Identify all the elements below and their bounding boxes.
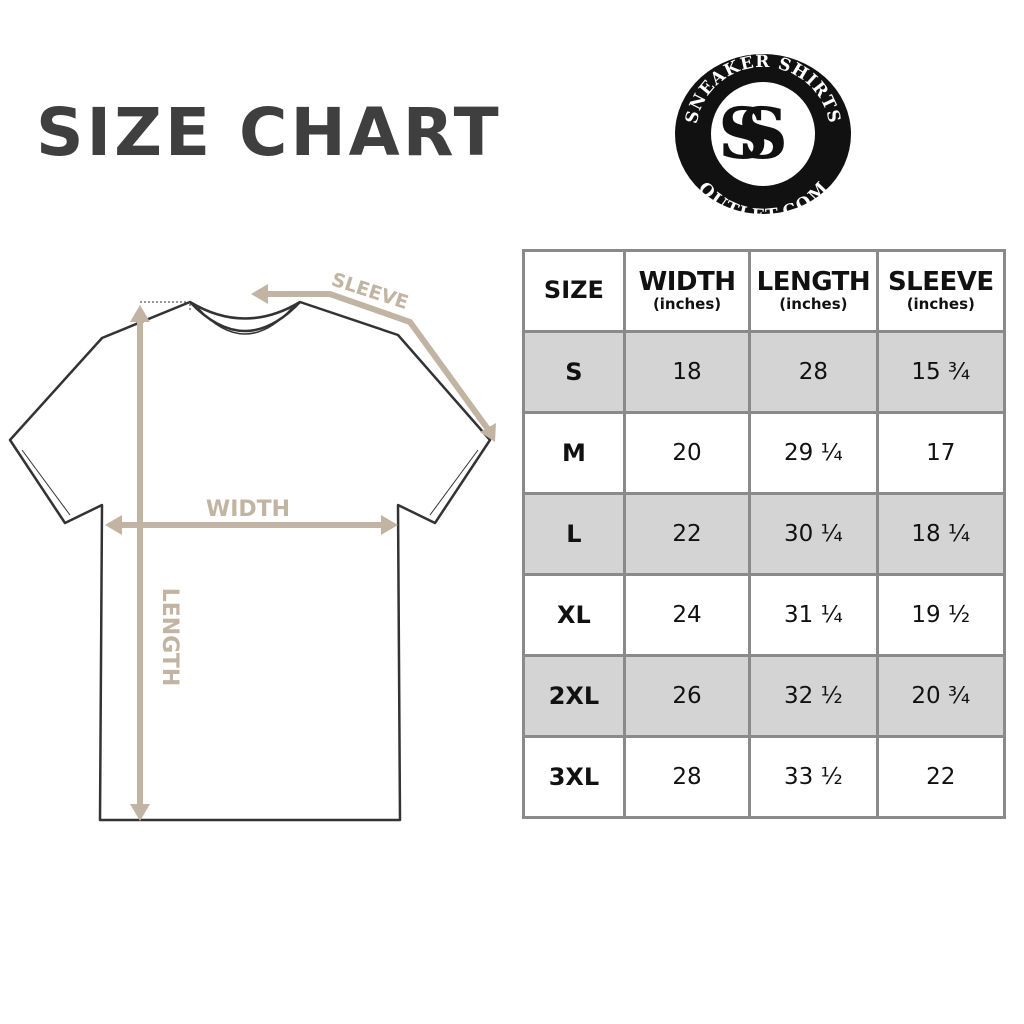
table-row: 3XL 28 33 ½ 22 xyxy=(522,735,1007,819)
measure-arrows xyxy=(105,284,496,821)
length-cell: 33 ½ xyxy=(748,735,879,819)
length-cell: 29 ¼ xyxy=(748,411,879,495)
page-title: SIZE CHART xyxy=(36,94,502,171)
width-cell: 26 xyxy=(622,654,752,738)
brand-logo: SNEAKER SHIRTS OUTLET.COM SS xyxy=(675,52,851,217)
width-cell: 22 xyxy=(622,492,752,576)
length-label: LENGTH xyxy=(157,588,182,687)
sleeve-cell: 18 ¼ xyxy=(875,492,1007,576)
size-cell: L xyxy=(522,492,626,576)
header-width: WIDTH (inches) xyxy=(622,249,752,333)
length-cell: 30 ¼ xyxy=(748,492,879,576)
table-row: XL 24 31 ¼ 19 ½ xyxy=(522,573,1007,657)
length-cell: 28 xyxy=(748,330,879,414)
sleeve-cell: 20 ¾ xyxy=(875,654,1007,738)
width-cell: 18 xyxy=(622,330,752,414)
sleeve-cell: 22 xyxy=(875,735,1007,819)
table-header-row: SIZE WIDTH (inches) LENGTH (inches) SLEEVE… xyxy=(522,249,1007,333)
header-length: LENGTH (inches) xyxy=(748,249,879,333)
table-row: 2XL 26 32 ½ 20 ¾ xyxy=(522,654,1007,738)
header-sleeve: SLEEVE (inches) xyxy=(875,249,1007,333)
header-size: SIZE xyxy=(522,249,626,333)
table-row: M 20 29 ¼ 17 xyxy=(522,411,1007,495)
table-row: L 22 30 ¼ 18 ¼ xyxy=(522,492,1007,576)
size-cell: 3XL xyxy=(522,735,626,819)
sleeve-cell: 15 ¾ xyxy=(875,330,1007,414)
tshirt-diagram: WIDTH LENGTH SLEEVE xyxy=(8,270,496,822)
size-cell: S xyxy=(522,330,626,414)
sleeve-cell: 19 ½ xyxy=(875,573,1007,657)
width-cell: 28 xyxy=(622,735,752,819)
table-row: S 18 28 15 ¾ xyxy=(522,330,1007,414)
size-cell: 2XL xyxy=(522,654,626,738)
sleeve-cell: 17 xyxy=(875,411,1007,495)
size-cell: M xyxy=(522,411,626,495)
width-cell: 20 xyxy=(622,411,752,495)
tshirt-outline xyxy=(8,300,492,822)
logo-monogram: SS xyxy=(718,92,788,175)
length-cell: 32 ½ xyxy=(748,654,879,738)
size-cell: XL xyxy=(522,573,626,657)
width-label: WIDTH xyxy=(206,497,290,522)
width-cell: 24 xyxy=(622,573,752,657)
length-cell: 31 ¼ xyxy=(748,573,879,657)
size-table: SIZE WIDTH (inches) LENGTH (inches) SLEEVE… xyxy=(522,249,1007,819)
